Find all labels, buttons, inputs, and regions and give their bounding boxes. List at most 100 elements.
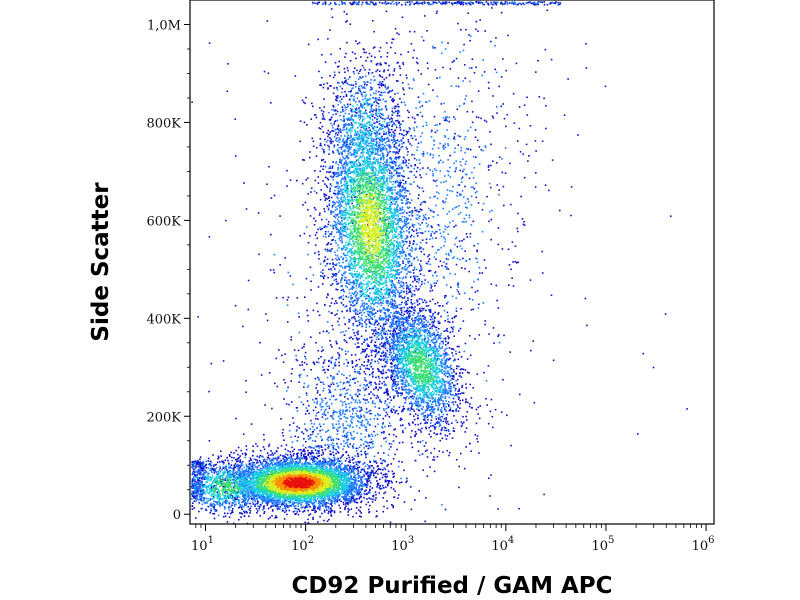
event-dot — [372, 151, 374, 154]
event-dot — [414, 435, 416, 438]
event-dot — [246, 511, 248, 514]
event-dot — [386, 465, 388, 467]
event-dot — [490, 283, 493, 285]
event-dot — [408, 424, 411, 426]
event-dot — [323, 260, 325, 263]
event-dot — [276, 516, 278, 519]
event-dot — [508, 264, 511, 266]
event-dot — [382, 510, 384, 513]
event-dot — [322, 453, 325, 455]
event-dot — [367, 474, 369, 477]
event-dot — [321, 113, 324, 115]
event-dot — [417, 69, 420, 72]
event-dot — [400, 417, 402, 420]
event-dot — [425, 497, 427, 499]
event-dot — [335, 278, 337, 281]
event-dot — [226, 456, 228, 459]
event-dot — [384, 400, 387, 402]
event-dot — [240, 491, 242, 494]
event-dot — [333, 123, 335, 125]
event-dot — [314, 511, 316, 514]
event-dot — [279, 215, 281, 217]
event-dot — [383, 392, 385, 394]
event-dot — [252, 468, 255, 471]
event-dot — [409, 413, 412, 416]
event-dot — [213, 512, 216, 515]
event-dot — [393, 304, 396, 307]
event-dot — [327, 385, 330, 387]
event-dot — [408, 314, 410, 316]
event-dot — [263, 511, 266, 513]
event-dot — [382, 351, 385, 354]
event-dot — [245, 502, 247, 505]
event-dot — [231, 495, 234, 497]
event-dot — [365, 355, 368, 358]
event-dot — [359, 488, 362, 490]
event-dot — [276, 459, 278, 461]
event-dot — [312, 518, 314, 520]
event-dot — [370, 498, 372, 500]
event-dot — [232, 496, 234, 498]
event-dot — [387, 376, 389, 378]
event-dot — [309, 215, 312, 217]
event-dot — [459, 3, 462, 6]
event-dot — [267, 473, 269, 476]
event-dot — [356, 339, 359, 341]
event-dot — [464, 267, 466, 270]
event-dot — [347, 499, 350, 501]
event-dot — [398, 144, 400, 147]
event-dot — [405, 481, 407, 484]
event-dot — [313, 207, 316, 209]
event-dot — [395, 435, 397, 438]
event-dot — [386, 479, 389, 482]
event-dot — [340, 146, 342, 149]
event-dot — [420, 431, 422, 433]
event-dot — [359, 163, 361, 166]
event-dot — [310, 458, 312, 461]
event-dot — [366, 1, 368, 4]
event-dot — [455, 393, 457, 395]
event-dot — [351, 143, 354, 145]
event-dot — [455, 388, 457, 390]
event-dot — [476, 438, 478, 440]
event-dot — [357, 461, 359, 463]
event-dot — [397, 392, 400, 394]
event-dot — [395, 321, 397, 323]
event-dot — [338, 355, 341, 357]
event-dot — [400, 307, 403, 309]
event-dot — [353, 1, 356, 3]
event-dot — [357, 92, 359, 94]
event-dot — [321, 449, 324, 451]
event-dot — [283, 398, 285, 400]
event-dot — [522, 153, 524, 155]
event-dot — [349, 307, 351, 309]
event-dot — [437, 322, 440, 325]
event-dot — [354, 365, 357, 367]
event-dot — [407, 116, 410, 119]
event-dot — [390, 2, 392, 5]
event-dot — [368, 287, 371, 290]
event-dot — [368, 68, 371, 71]
event-dot — [243, 515, 246, 517]
event-dot — [200, 489, 202, 492]
event-dot — [502, 185, 505, 188]
event-dot — [261, 463, 264, 465]
event-dot — [374, 332, 377, 335]
event-dot — [346, 82, 349, 85]
event-dot — [399, 182, 401, 184]
event-dot — [225, 476, 228, 478]
event-dot — [248, 508, 251, 511]
event-dot — [555, 1, 557, 3]
event-dot — [378, 74, 381, 76]
event-dot — [254, 505, 256, 507]
event-dot — [431, 289, 434, 292]
event-dot — [427, 260, 430, 263]
event-dot — [444, 508, 447, 511]
event-dot — [355, 112, 358, 114]
event-dot — [395, 110, 397, 113]
event-dot — [388, 118, 391, 121]
event-dot — [494, 68, 496, 71]
event-dot — [472, 387, 474, 389]
event-dot — [446, 449, 449, 452]
event-dot — [403, 297, 405, 299]
